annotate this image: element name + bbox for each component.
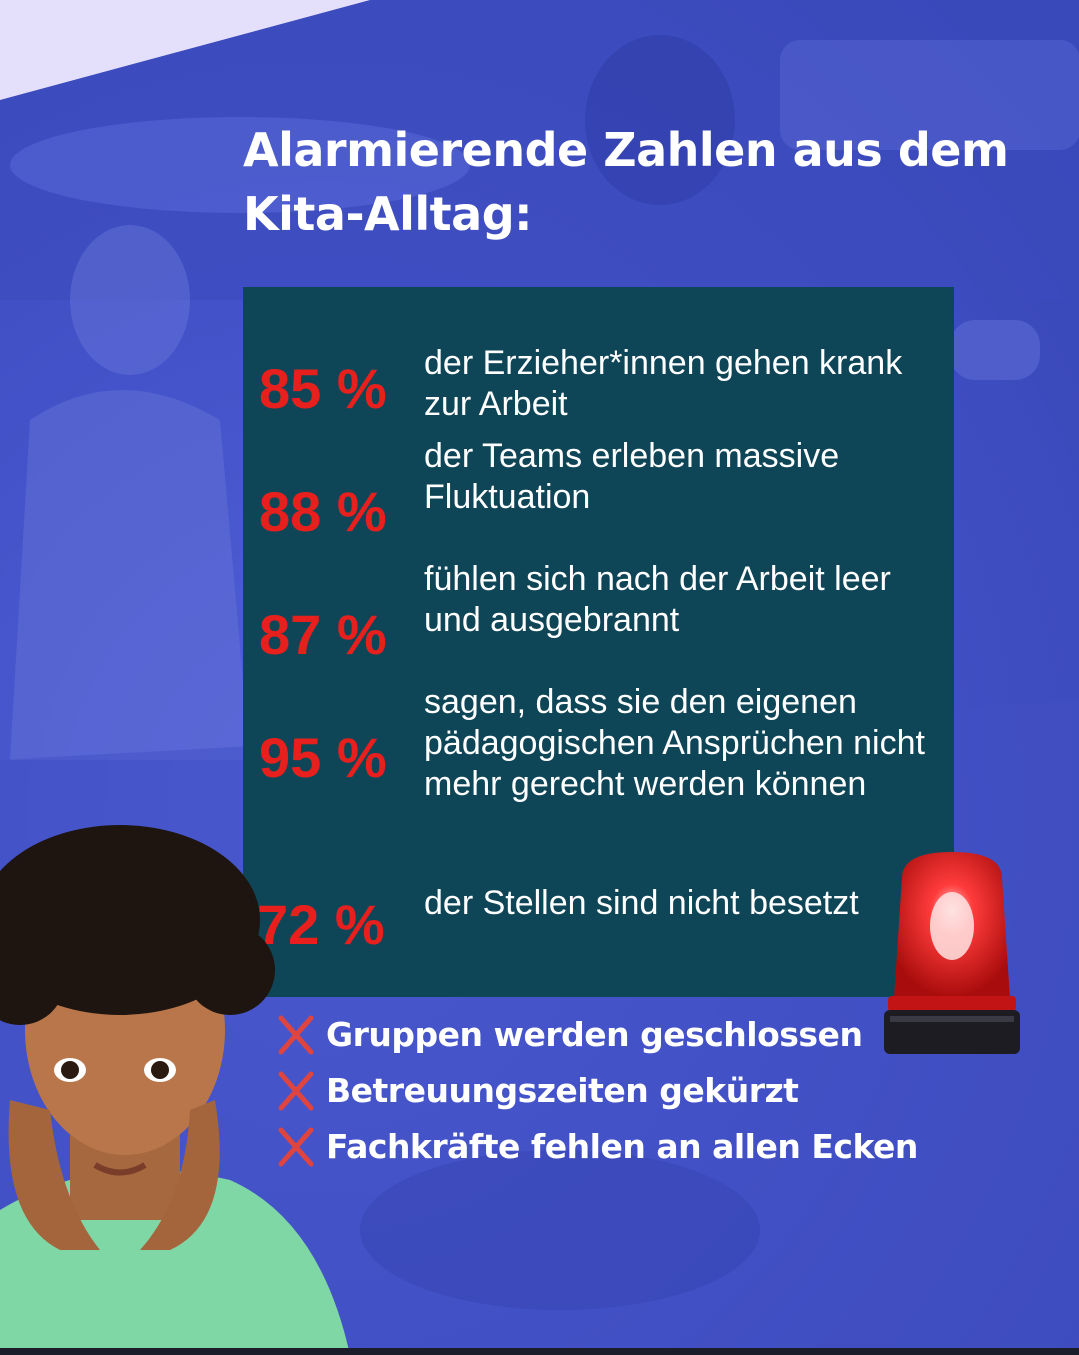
stat-percent: 87 % (259, 603, 387, 666)
list-item: Gruppen werden geschlossen (276, 1012, 1066, 1068)
stat-text: der Stellen sind nicht besetzt (424, 884, 859, 922)
stat-text: sagen, dass sie den eigenen pädagogische… (424, 683, 925, 803)
bottom-bar (0, 1348, 1079, 1355)
bullet-text: Fachkräfte fehlen an allen Ecken (326, 1127, 918, 1166)
siren-icon (884, 852, 1020, 1054)
bullet-text: Gruppen werden geschlossen (326, 1015, 863, 1054)
cross-icon (278, 1071, 314, 1111)
list-item: Betreuungszeiten gekürzt (276, 1068, 1066, 1124)
stat-text: der Erzieher*innen gehen krank zur Arbei… (424, 344, 903, 423)
page-title: Alarmierende Zahlen aus dem Kita-Alltag: (243, 123, 1009, 241)
stat-percent: 85 % (259, 357, 387, 420)
cross-icon (278, 1127, 314, 1167)
stat-percent: 72 % (257, 893, 385, 956)
child-photo (0, 825, 350, 1355)
cross-icon (278, 1015, 314, 1055)
list-item: Fachkräfte fehlen an allen Ecken (276, 1124, 1066, 1180)
bullet-list: Gruppen werden geschlossen Betreuungszei… (276, 1012, 1066, 1180)
stat-text: der Teams erleben massive Fluktuation (424, 437, 840, 516)
stat-text: fühlen sich nach der Arbeit leer und aus… (424, 560, 891, 639)
stat-percent: 95 % (259, 726, 387, 789)
corner-accent (0, 0, 370, 100)
stats-panel: 85 % der Erzieher*innen gehen krank zur … (243, 287, 954, 997)
stat-percent: 88 % (259, 480, 387, 543)
bullet-text: Betreuungszeiten gekürzt (326, 1071, 799, 1110)
